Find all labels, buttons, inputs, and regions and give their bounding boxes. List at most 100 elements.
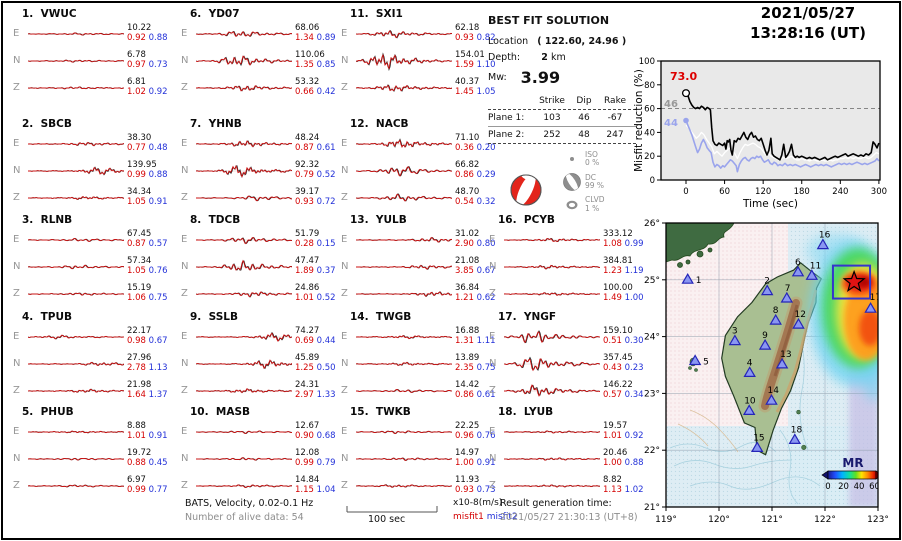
misfit-reduction-chart: 2021/05/27 13:28:16 (UT) 73.0 46 44 0 20 40 60 80… (633, 4, 887, 210)
mw-label: Mw: (488, 72, 507, 83)
channel-label: E (181, 234, 188, 245)
peak-amplitude: 139.95 (127, 160, 157, 170)
channel-label: N (181, 165, 189, 176)
waveform-row-e: E 68.06 1.34 0.89 (178, 20, 336, 47)
misfit2-value: 0.44 (316, 335, 336, 346)
clvd-label: CLVD (585, 195, 605, 204)
map-station-7: 7 (780, 284, 794, 303)
trace-values: 12.08 0.99 0.79 (292, 448, 339, 468)
channel-label: N (341, 358, 349, 369)
misfit1-value: 1.23 (603, 265, 622, 276)
waveform-trace (356, 456, 452, 461)
misfit-series-initial (685, 120, 880, 173)
waveform-row-z: Z 36.84 1.21 0.62 (338, 280, 496, 307)
trace-values: 8.88 1.01 0.91 (124, 421, 171, 441)
peak-amplitude: 20.46 (603, 448, 628, 458)
waveform-row-e: E 333.12 1.08 0.99 (486, 226, 644, 253)
waveform-row-n: N 57.34 1.05 0.76 (10, 253, 168, 280)
lat-tick-label: 26° (644, 219, 660, 229)
trace-values: 6.78 0.97 0.73 (124, 50, 171, 70)
station-number-label: 7 (785, 284, 791, 294)
trace-values: 92.32 0.79 0.52 (292, 160, 339, 180)
x-axis-title: Time (sec) (742, 198, 798, 210)
channel-label: Z (13, 385, 20, 396)
plane2-strike: 252 (543, 130, 561, 140)
y-tick-label: 80 (644, 81, 655, 91)
waveform-row-n: N 139.95 0.99 0.88 (10, 157, 168, 184)
station-triangle-icon (805, 269, 819, 280)
clvd-icon (566, 200, 578, 209)
trace-values: 51.79 0.28 0.15 (292, 229, 339, 249)
waveform-trace (196, 456, 292, 461)
misfit1-value: 0.36 (455, 142, 474, 153)
misfit2-value: 0.91 (476, 457, 496, 468)
waveform-row-n: N 20.46 1.00 0.88 (486, 445, 644, 472)
misfit2-value: 0.32 (476, 196, 496, 207)
trace-values: 71.10 0.36 0.20 (452, 133, 499, 153)
station-title: 11. SXI1 (350, 8, 403, 20)
peak-amplitude: 19.57 (603, 421, 628, 431)
waveform-trace (196, 483, 292, 488)
waveform-row-e: E 22.25 0.96 0.76 (338, 418, 496, 445)
channel-label: E (13, 331, 20, 342)
map-station-17: 17 (864, 293, 878, 313)
misfit2-value: 1.33 (316, 389, 336, 400)
mechanism-area: ISO 0 % DC 99 % (488, 150, 640, 236)
waveform-trace (356, 137, 452, 148)
misfit2-value: 0.61 (316, 142, 336, 153)
channel-label: E (181, 331, 188, 342)
misfit2-legend-label: misfit2 (486, 512, 518, 522)
waveform-row-e: E 22.17 0.98 0.67 (10, 323, 168, 350)
waveform-row-n: N 14.97 1.00 0.91 (338, 445, 496, 472)
waveform-trace (356, 51, 452, 71)
misfit2-value: 0.50 (316, 362, 336, 373)
misfit2-value: 0.75 (476, 362, 496, 373)
misfit2-value: 0.88 (624, 457, 644, 468)
channel-label: Z (13, 480, 20, 491)
station-number-label: 18 (791, 425, 803, 435)
station-title: 2. SBCB (22, 118, 72, 130)
peak-amplitude: 71.10 (455, 133, 480, 143)
station-title: 18. LYUB (498, 406, 554, 418)
trace-values: 39.17 0.93 0.72 (292, 187, 339, 207)
misfit1-value: 0.93 (455, 484, 474, 495)
misfit1-value: 1.34 (295, 32, 314, 43)
misfit-annotation: 73.0 (670, 70, 697, 83)
waveform-row-e: E 8.88 1.01 0.91 (10, 418, 168, 445)
y-tick-label: 100 (639, 57, 655, 67)
waveform-trace (504, 429, 600, 433)
station-block-yulb: 13. YULB E 31.02 2.90 0.80 N 21.08 3.85 0.67 Z 3… (338, 214, 496, 307)
misfit1-value: 0.98 (127, 335, 146, 346)
station-triangle-icon (760, 284, 774, 296)
waveform-row-z: Z 53.32 0.66 0.42 (178, 74, 336, 101)
station-triangle-icon (743, 366, 756, 377)
misfit1-value: 1.01 (603, 430, 622, 441)
misfit2-value: 0.91 (148, 430, 168, 441)
misfit1-value: 0.54 (455, 196, 474, 207)
waveform-trace (504, 264, 600, 270)
misfit1-value: 1.05 (127, 196, 146, 207)
channel-label: N (13, 165, 21, 176)
misfit1-value: 0.93 (295, 196, 314, 207)
waveform-trace (196, 429, 292, 434)
peak-amplitude: 11.93 (455, 475, 480, 485)
trace-values: 34.34 1.05 0.91 (124, 187, 171, 207)
misfit2-value: 1.04 (316, 484, 336, 495)
map-station-12: 12 (792, 310, 806, 329)
trace-values: 47.47 1.89 0.37 (292, 256, 339, 276)
series-start-marker (683, 117, 689, 124)
misfit1-value: 0.86 (455, 169, 474, 180)
misfit1-value: 0.66 (295, 86, 314, 97)
misfit2-value: 0.29 (476, 169, 496, 180)
trace-values: 38.30 0.77 0.48 (124, 133, 171, 153)
peak-amplitude: 14.84 (295, 475, 320, 485)
channel-label: Z (489, 480, 496, 491)
station-triangle-icon (758, 338, 772, 350)
misfit1-value: 1.06 (127, 292, 146, 303)
channel-label: E (181, 138, 188, 149)
misfit1-value: 1.45 (455, 86, 474, 97)
waveform-trace (28, 264, 124, 269)
waveform-row-z: Z 39.17 0.93 0.72 (178, 184, 336, 211)
